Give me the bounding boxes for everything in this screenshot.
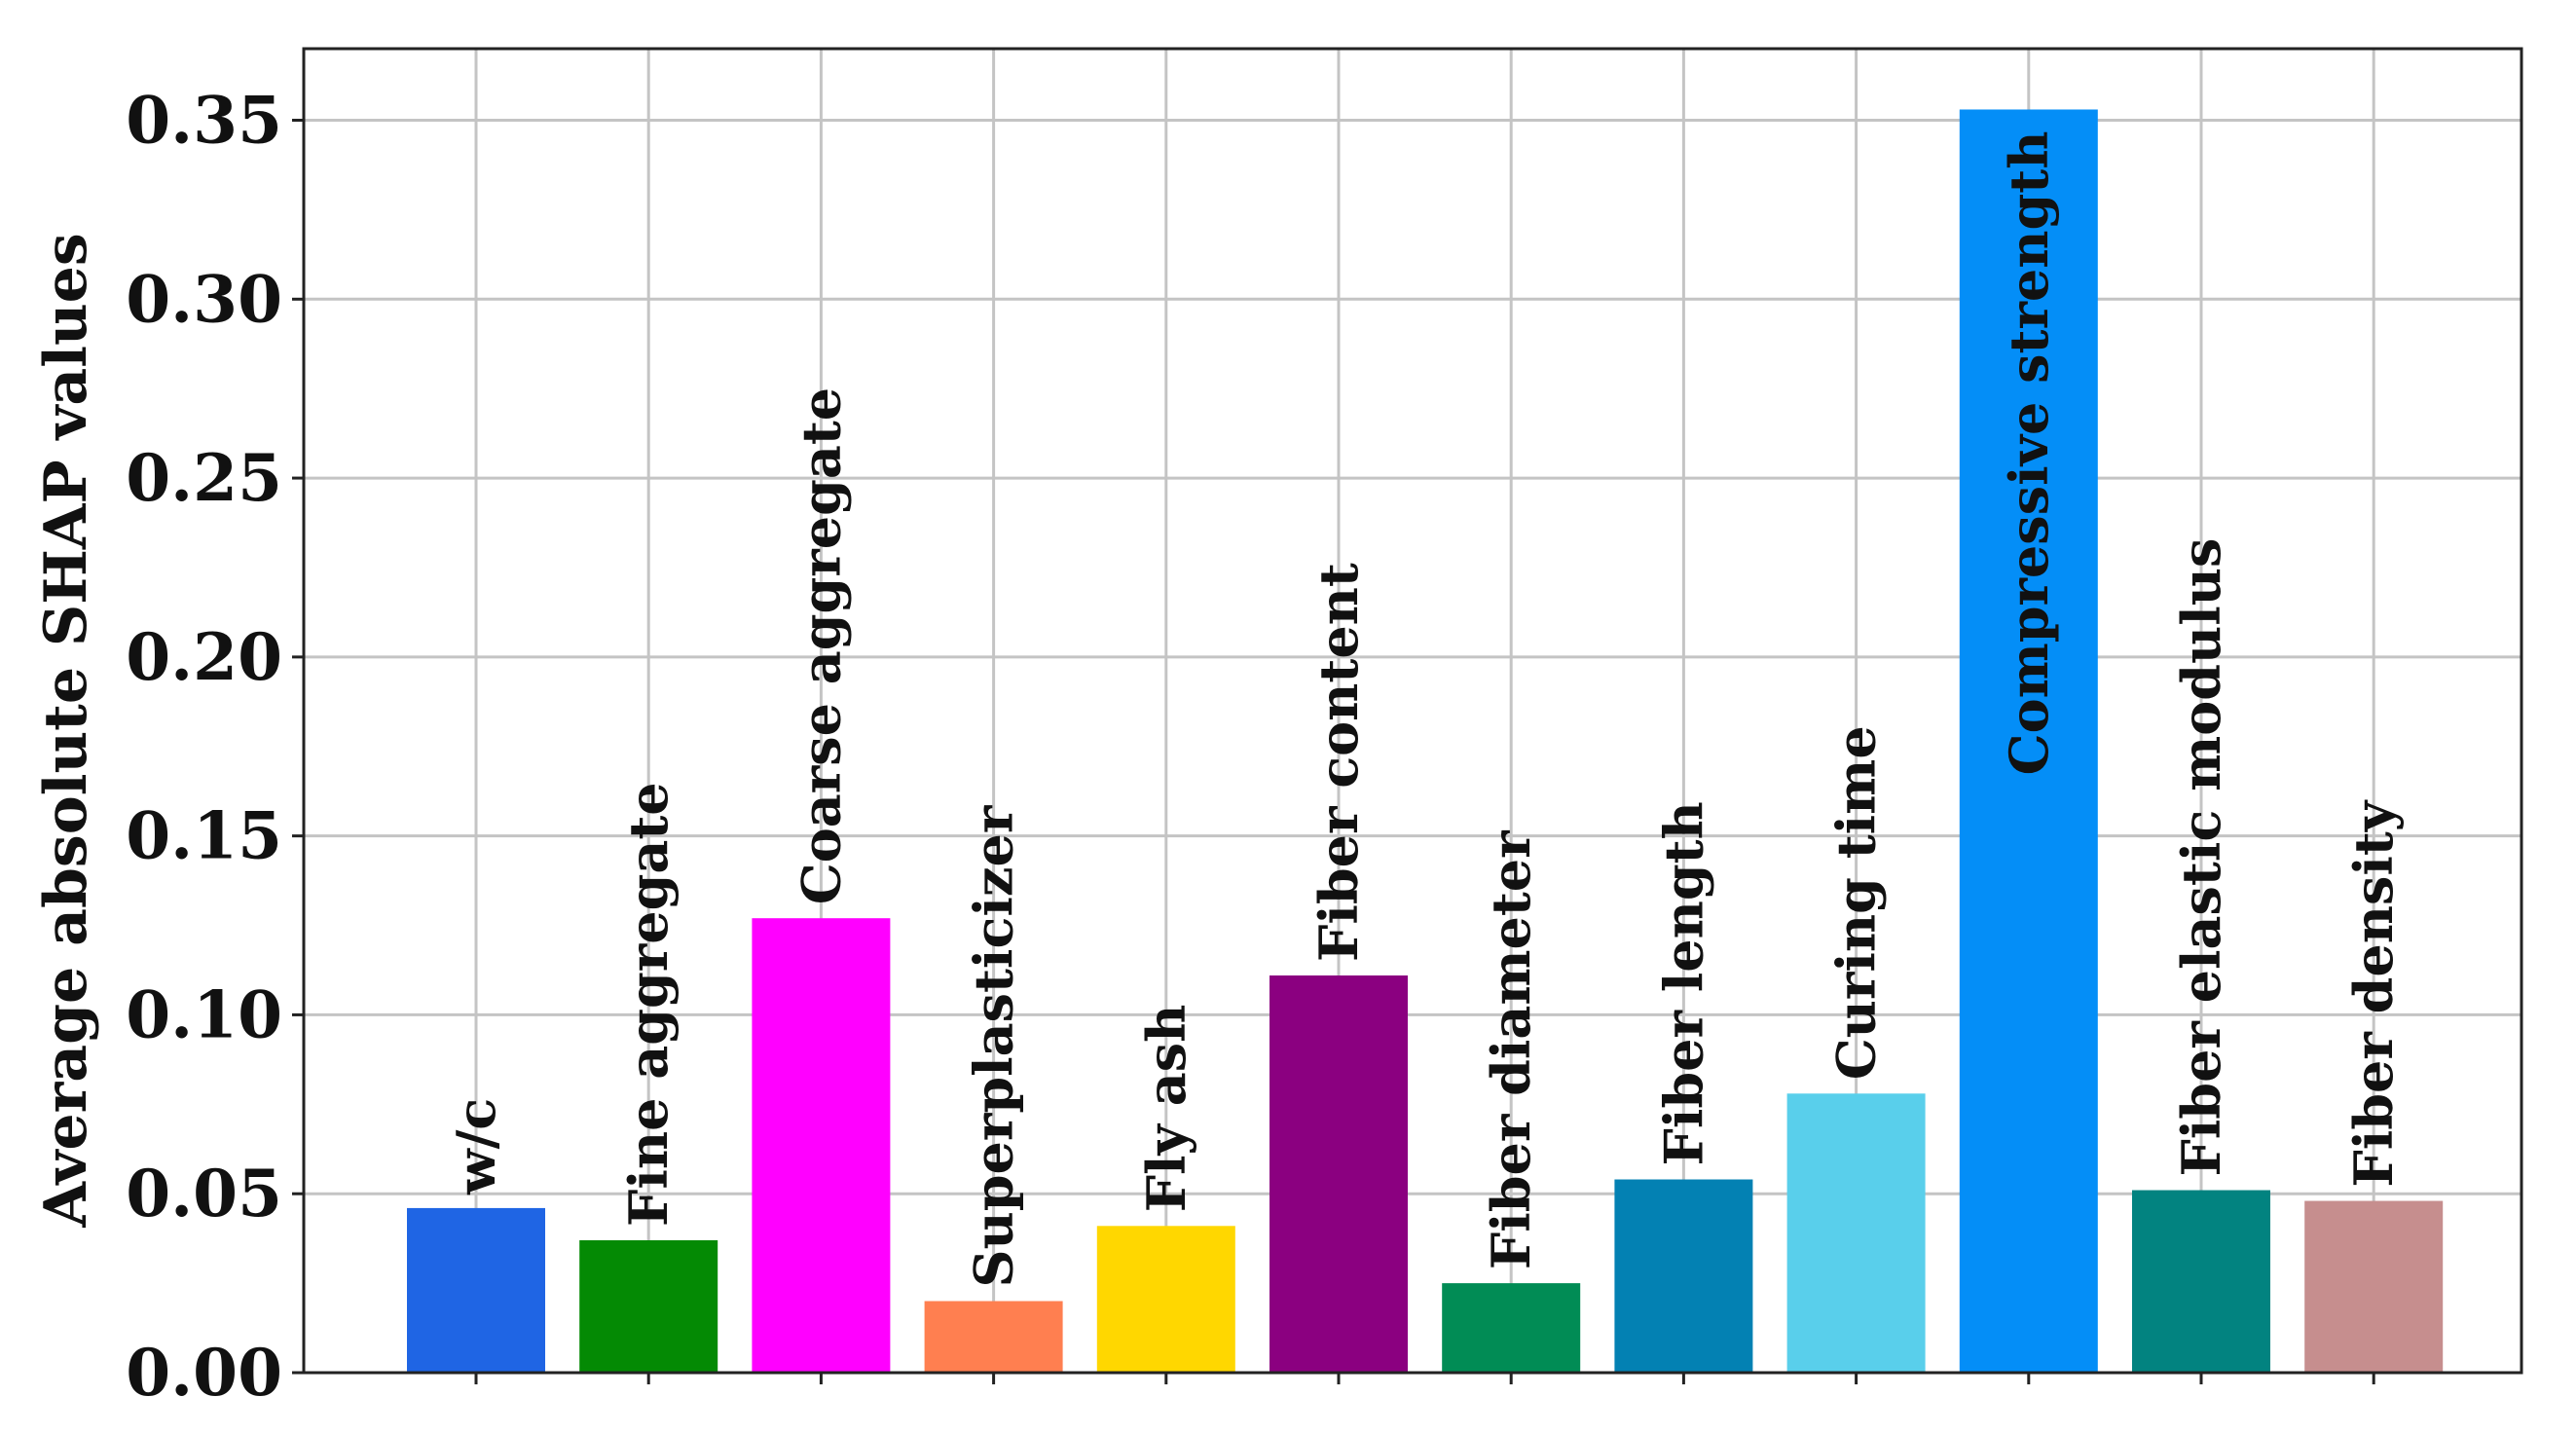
bar-label-7: Fiber diameter: [1480, 830, 1542, 1269]
y-tick-label: 0.05: [126, 1156, 282, 1232]
bar-1: [407, 1207, 545, 1373]
y-axis-title: Average absolute SHAP values: [32, 233, 100, 1228]
y-tick-label: 0.25: [126, 440, 282, 516]
tick-marks: [292, 119, 2375, 1384]
bar-label-3: Coarse aggregate: [790, 387, 852, 904]
bar-label-4: Superplasticizer: [963, 805, 1025, 1287]
bar-7: [1442, 1283, 1581, 1373]
bar-8: [1614, 1179, 1753, 1373]
y-tick-label: 0.30: [126, 261, 282, 337]
bar-label-5: Fly ash: [1135, 1005, 1197, 1213]
bars: [407, 109, 2444, 1374]
bar-4: [924, 1301, 1063, 1373]
bar-9: [1786, 1093, 1926, 1373]
bar-label-9: Curing time: [1825, 725, 1888, 1080]
bar-label-6: Fiber content: [1307, 563, 1370, 962]
bar-labels: w/c Fine aggregate Coarse aggregate Superpl…: [445, 130, 2405, 1287]
y-tick-label: 0.35: [126, 83, 282, 159]
bar-2: [579, 1240, 718, 1373]
bar-5: [1096, 1226, 1235, 1373]
bar-12: [2304, 1200, 2444, 1373]
bar-label-12: Fiber density: [2342, 799, 2405, 1187]
y-tick-labels: 0.00 0.05 0.10 0.15 0.20 0.25 0.30 0.35: [126, 83, 282, 1411]
bar-label-8: Fiber length: [1652, 801, 1714, 1165]
y-tick-label: 0.15: [126, 798, 282, 874]
bar-3: [752, 918, 891, 1373]
bar-label-10: Compressive strength: [1998, 130, 2060, 775]
y-tick-label: 0.10: [126, 976, 282, 1052]
bar-label-1: w/c: [445, 1098, 507, 1195]
y-tick-label: 0.20: [126, 619, 282, 695]
plot-frame: [302, 47, 2523, 1375]
bar-10: [1959, 109, 2098, 1374]
bar-label-2: Fine aggregate: [617, 782, 680, 1227]
y-tick-label: 0.00: [126, 1335, 282, 1411]
bar-11: [2132, 1190, 2270, 1373]
bar-6: [1270, 975, 1408, 1373]
bar-label-11: Fiber elastic modulus: [2170, 538, 2232, 1177]
